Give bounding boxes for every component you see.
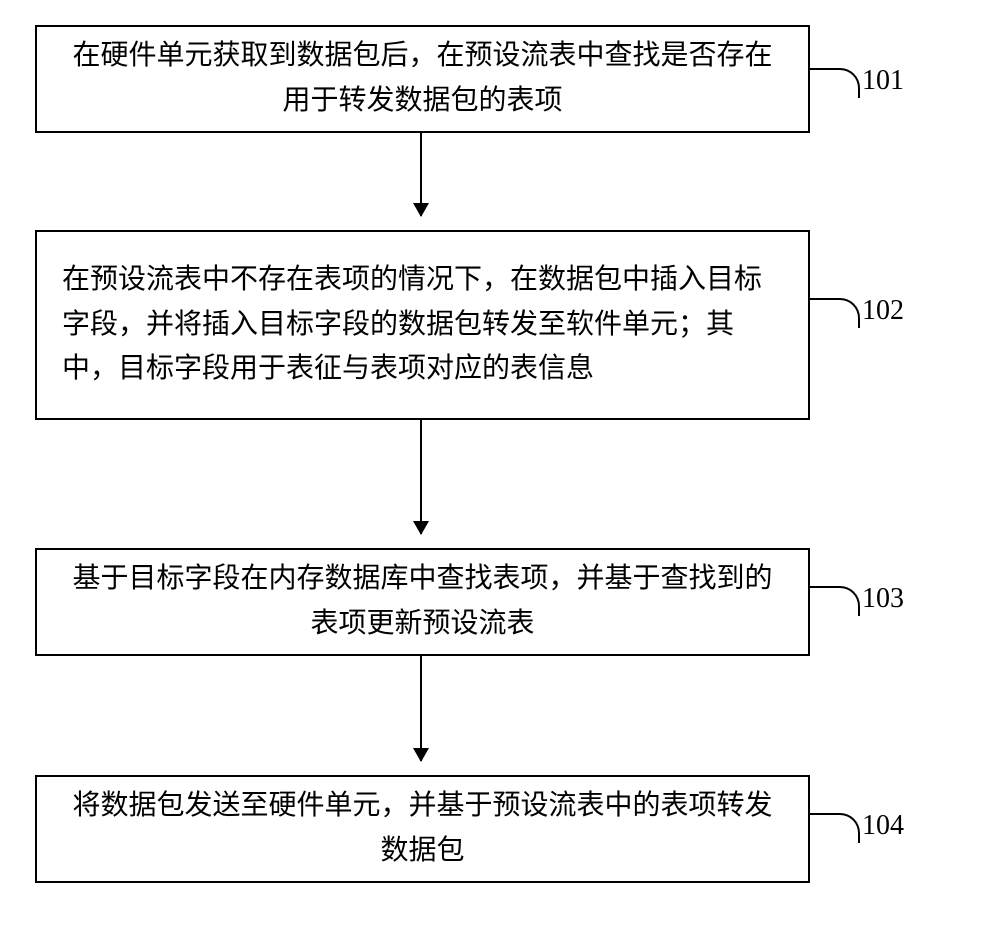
step-label-101: 101: [862, 65, 904, 97]
connector-step4: [810, 813, 860, 843]
node-text: 在预设流表中不存在表项的情况下，在数据包中插入目标字段，并将插入目标字段的数据包…: [62, 258, 783, 392]
arrow-2-3: [420, 420, 422, 534]
connector-step2: [810, 298, 860, 328]
arrow-1-2: [420, 133, 422, 216]
flowchart-node-step3: 基于目标字段在内存数据库中查找表项，并基于查找到的表项更新预设流表: [35, 548, 810, 656]
connector-step3: [810, 586, 860, 616]
flowchart-node-step2: 在预设流表中不存在表项的情况下，在数据包中插入目标字段，并将插入目标字段的数据包…: [35, 230, 810, 420]
node-text: 在硬件单元获取到数据包后，在预设流表中查找是否存在用于转发数据包的表项: [62, 34, 783, 124]
connector-step1: [810, 68, 860, 98]
step-label-102: 102: [862, 295, 904, 327]
flowchart-node-step4: 将数据包发送至硬件单元，并基于预设流表中的表项转发数据包: [35, 775, 810, 883]
flowchart-node-step1: 在硬件单元获取到数据包后，在预设流表中查找是否存在用于转发数据包的表项: [35, 25, 810, 133]
step-label-104: 104: [862, 810, 904, 842]
node-text: 将数据包发送至硬件单元，并基于预设流表中的表项转发数据包: [62, 784, 783, 874]
step-label-103: 103: [862, 583, 904, 615]
node-text: 基于目标字段在内存数据库中查找表项，并基于查找到的表项更新预设流表: [62, 557, 783, 647]
arrow-3-4: [420, 656, 422, 761]
flowchart-container: 在硬件单元获取到数据包后，在预设流表中查找是否存在用于转发数据包的表项 101 …: [0, 0, 1000, 931]
